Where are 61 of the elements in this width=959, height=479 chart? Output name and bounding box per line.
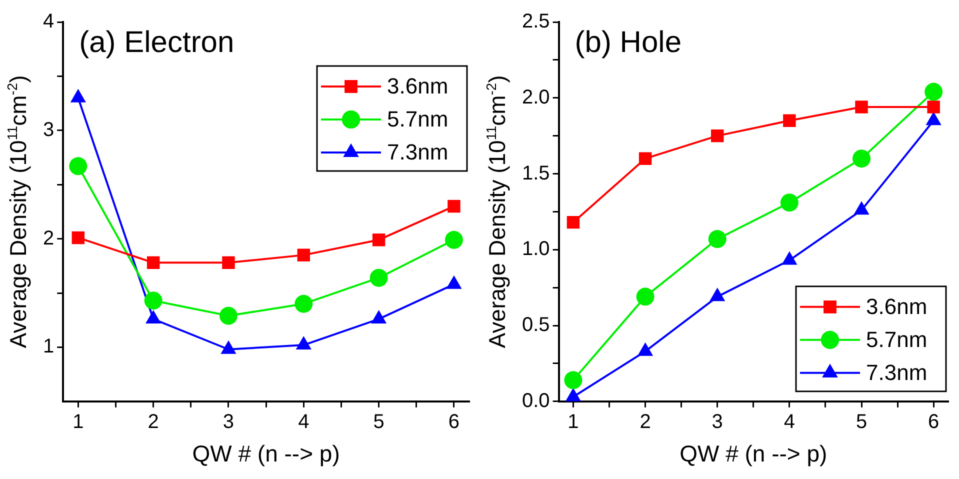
point [294,294,313,313]
x-tick-label: 6 [448,410,460,433]
point [636,288,654,306]
point [297,248,310,262]
legend-label: 3.6nm [866,294,928,319]
x-tick-label: 5 [856,410,868,433]
point [144,292,162,310]
x-tick-label: 1 [568,410,579,433]
x-axis-title: QW # (n --> p) [680,440,828,467]
point [69,157,88,176]
point [565,388,582,402]
point [566,216,580,229]
y-tick-label: 0.0 [522,390,550,412]
point [444,230,463,249]
point [637,342,654,356]
y-tick-label: 3 [43,118,54,141]
x-tick-label: 3 [712,410,723,433]
point [852,150,871,168]
chart-title: (b) Hole [574,26,682,59]
point [372,234,386,246]
point [146,256,160,270]
point [638,152,652,165]
legend-label: 7.3nm [387,140,448,165]
x-tick-label: 6 [928,410,940,433]
point [219,306,238,325]
point [222,256,235,270]
x-tick-label: 4 [298,410,310,433]
point [710,288,726,302]
point [708,230,726,248]
point [927,100,940,114]
x-tick-label: 4 [784,410,795,433]
y-tick-label: 2.5 [522,10,550,33]
point [370,268,388,287]
y-tick-label: 0.5 [522,314,550,336]
y-tick-label: 4 [43,10,54,33]
point [924,82,943,101]
point [780,194,798,212]
y-tick-label: 2.0 [522,86,550,108]
y-tick-label: 2 [43,227,54,250]
point [711,129,724,142]
x-tick-label: 2 [640,410,651,433]
y-tick-label: 1.5 [522,162,550,184]
y-axis-title: Average Density (1011cm-2) [4,75,31,348]
y-axis-title: Average Density (1011cm-2) [484,75,510,348]
y-tick-label: 1 [43,336,54,358]
legend-label: 5.7nm [387,106,448,132]
point [72,231,85,244]
legend-label: 5.7nm [866,326,928,352]
chart-title: (a) Electron [79,26,234,59]
x-axis-title: QW # (n --> p) [192,440,340,467]
x-tick-label: 1 [72,410,84,433]
point [783,114,796,128]
point [782,251,798,265]
point [448,200,460,213]
legend-label: 7.3nm [866,360,928,385]
point [855,100,868,114]
legend-label: 3.6nm [387,74,448,99]
x-tick-label: 5 [373,410,384,433]
y-tick-label: 1.0 [522,238,550,260]
x-tick-label: 2 [148,410,159,433]
x-tick-label: 3 [222,410,234,433]
